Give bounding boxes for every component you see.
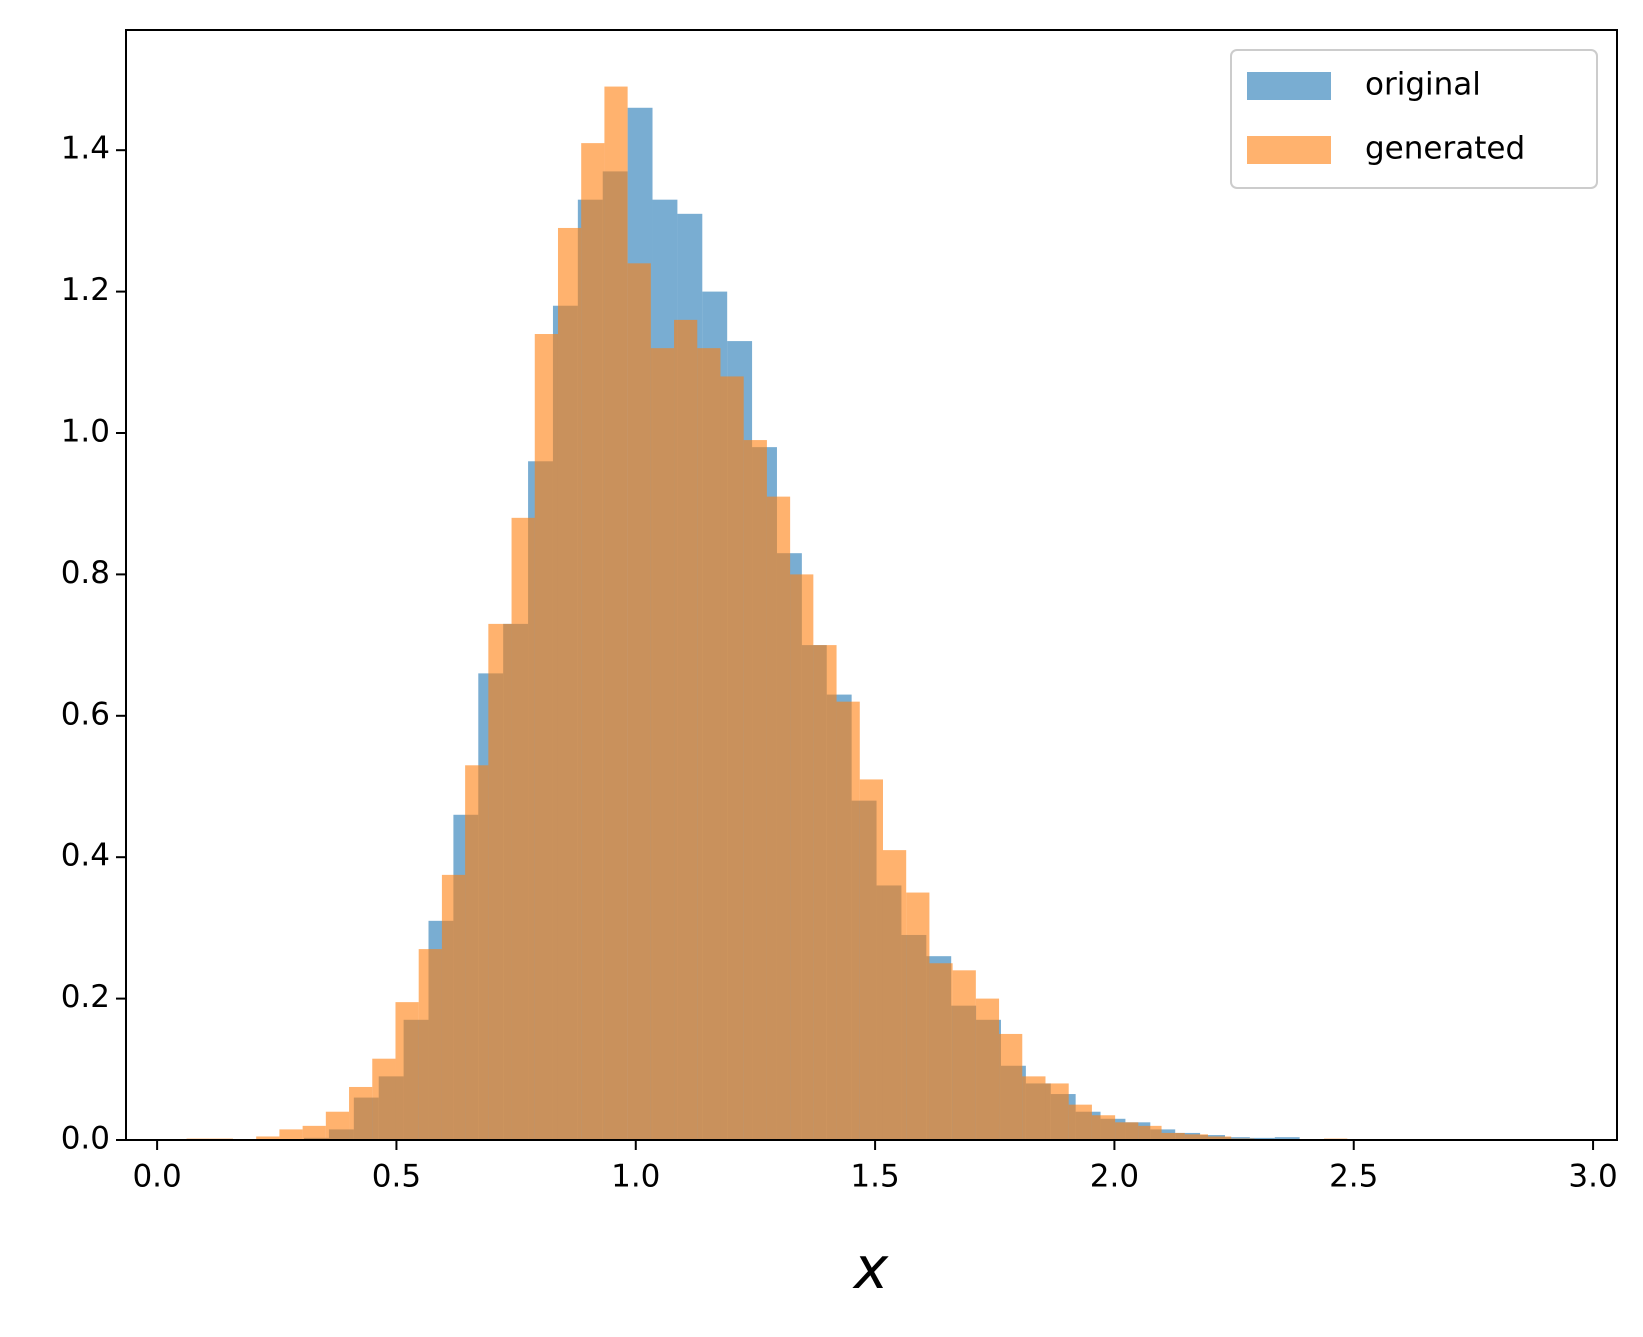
- histogram-bar: [975, 998, 1000, 1140]
- x-tick-label: 0.5: [372, 1159, 421, 1195]
- histogram-bar: [1115, 1122, 1139, 1140]
- histogram-bar: [488, 623, 512, 1140]
- histogram-bar: [650, 348, 675, 1141]
- histogram-bar: [1184, 1134, 1208, 1140]
- histogram-bar: [1022, 1076, 1046, 1140]
- y-tick-label: 0.2: [61, 979, 110, 1015]
- histogram-bar: [1068, 1104, 1092, 1140]
- histogram-bar: [813, 645, 837, 1140]
- y-tick-label: 0.0: [61, 1121, 110, 1157]
- y-tick-label: 1.0: [61, 413, 110, 449]
- histogram-bar: [859, 779, 883, 1140]
- y-tick-label: 0.4: [61, 838, 110, 874]
- legend-label: generated: [1365, 131, 1525, 167]
- histogram-bar: [1161, 1132, 1185, 1140]
- histogram-bar: [720, 376, 744, 1141]
- histogram-bar: [674, 319, 698, 1140]
- histogram-bar: [929, 963, 953, 1140]
- x-tick-label: 2.5: [1329, 1159, 1378, 1195]
- legend-label: original: [1365, 67, 1481, 103]
- histogram-bar: [836, 701, 860, 1140]
- histogram-bar: [1274, 1137, 1300, 1140]
- histogram-bar: [372, 1058, 396, 1140]
- histogram-bar: [790, 574, 814, 1140]
- histogram-bar: [627, 263, 651, 1140]
- x-axis-label: x: [852, 1234, 889, 1302]
- y-tick-label: 0.6: [61, 696, 110, 732]
- histogram-bar: [766, 496, 791, 1140]
- histogram-bar: [1249, 1137, 1275, 1140]
- histogram-bar: [534, 334, 558, 1141]
- y-tick-label: 0.8: [61, 555, 110, 591]
- x-tick-label: 1.5: [850, 1159, 899, 1195]
- histogram-bar: [279, 1129, 303, 1140]
- legend-swatch: [1247, 72, 1331, 100]
- x-tick-label: 0.0: [132, 1159, 181, 1195]
- x-tick-label: 2.0: [1090, 1159, 1139, 1195]
- histogram-bar: [349, 1086, 373, 1140]
- histogram-bar: [604, 86, 628, 1140]
- histogram-bar: [1091, 1115, 1116, 1140]
- histogram-bar: [697, 348, 721, 1141]
- histogram-bar: [418, 949, 442, 1140]
- histogram-bar: [906, 892, 930, 1140]
- histogram-bar: [952, 970, 976, 1140]
- histogram-bar: [325, 1111, 350, 1140]
- histogram-bar: [1207, 1136, 1232, 1140]
- histogram-bar: [441, 874, 466, 1140]
- histogram-bar: [743, 440, 767, 1140]
- histogram-bar: [1138, 1125, 1162, 1140]
- histogram-bar: [999, 1033, 1023, 1140]
- histogram-bar: [302, 1125, 326, 1140]
- legend-swatch: [1247, 136, 1331, 164]
- histogram-bar: [581, 143, 605, 1140]
- histogram-bar: [1045, 1083, 1069, 1140]
- x-tick-label: 3.0: [1568, 1159, 1617, 1195]
- histogram-bar: [882, 850, 907, 1140]
- histogram-bar: [465, 765, 489, 1140]
- histogram-bar: [511, 517, 535, 1140]
- histogram-bar: [557, 227, 582, 1140]
- plot-frame: [125, 29, 1618, 1141]
- y-tick-label: 1.4: [61, 131, 110, 167]
- histogram-bar: [256, 1136, 280, 1140]
- histogram-bar: [395, 1002, 419, 1140]
- x-tick-label: 1.0: [611, 1159, 660, 1195]
- y-tick-label: 1.2: [61, 272, 110, 308]
